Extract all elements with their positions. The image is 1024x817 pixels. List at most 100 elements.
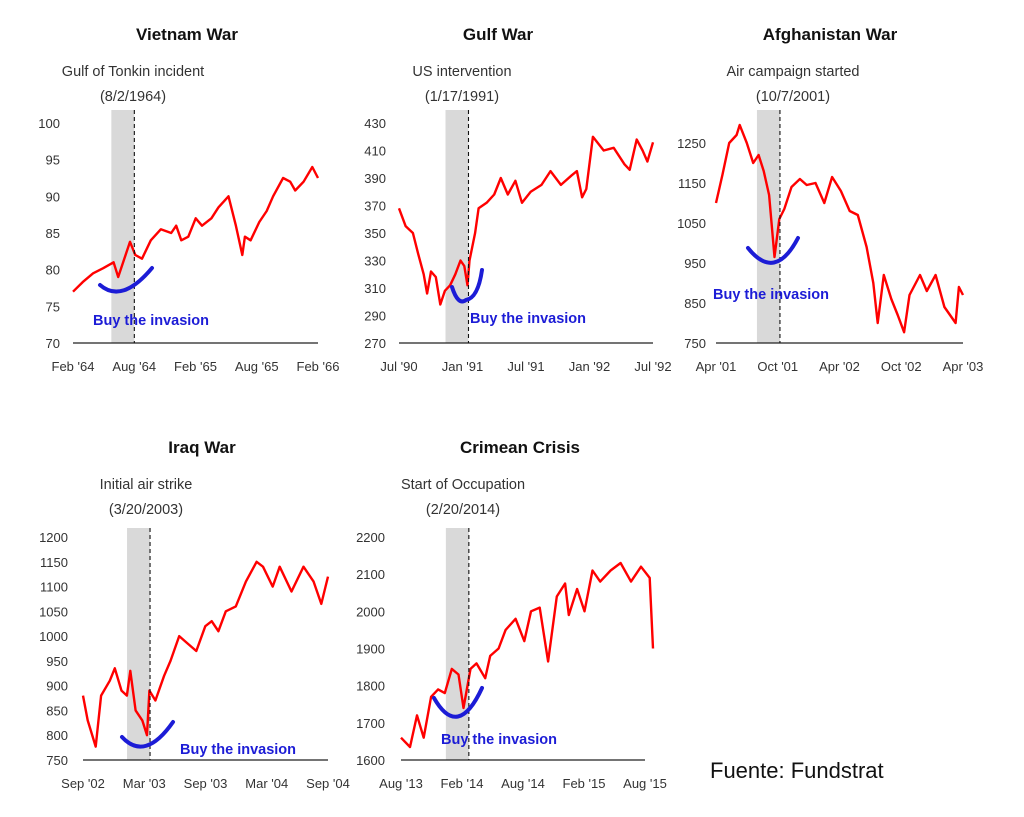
event-date-label: (8/2/1964) — [100, 89, 166, 105]
event-date-label: (3/20/2003) — [109, 502, 183, 518]
x-tick-label: Apr '01 — [696, 359, 737, 374]
x-tick-label: Jan '91 — [442, 359, 484, 374]
y-tick-label: 310 — [364, 281, 386, 296]
buy-the-invasion-label: Buy the invasion — [441, 732, 557, 748]
y-tick-label: 90 — [46, 189, 60, 204]
y-tick-label: 85 — [46, 226, 60, 241]
event-shade-band — [111, 110, 135, 343]
x-tick-label: Aug '14 — [501, 776, 545, 791]
x-tick-label: Feb '15 — [563, 776, 606, 791]
event-label: Start of Occupation — [401, 477, 525, 493]
y-tick-label: 1900 — [356, 642, 385, 657]
price-line — [397, 135, 655, 306]
x-tick-label: Aug '13 — [379, 776, 423, 791]
price-line — [714, 123, 965, 334]
y-tick-label: 750 — [684, 336, 706, 351]
event-label: Gulf of Tonkin incident — [62, 64, 204, 80]
chart-title: Gulf War — [463, 25, 534, 44]
y-tick-label: 2100 — [356, 567, 385, 582]
price-line — [81, 560, 330, 748]
y-tick-label: 2200 — [356, 530, 385, 545]
buy-the-invasion-label: Buy the invasion — [713, 287, 829, 303]
x-tick-label: Sep '04 — [306, 776, 350, 791]
y-tick-label: 430 — [364, 116, 386, 131]
buy-dip-arc — [98, 266, 154, 294]
buy-dip-arc — [450, 268, 484, 304]
event-shade-band — [445, 528, 469, 760]
chart-title: Vietnam War — [136, 25, 238, 44]
event-shade-band — [445, 110, 469, 343]
x-tick-label: Oct '01 — [757, 359, 798, 374]
x-tick-label: Jul '91 — [507, 359, 544, 374]
buy-dip-arc — [746, 236, 800, 265]
x-tick-label: Aug '15 — [623, 776, 667, 791]
y-tick-label: 1150 — [678, 176, 706, 191]
y-tick-label: 70 — [46, 336, 60, 351]
y-tick-label: 100 — [38, 116, 60, 131]
x-tick-label: Jul '90 — [380, 359, 417, 374]
x-tick-label: Jul '92 — [634, 359, 671, 374]
y-tick-label: 950 — [684, 256, 706, 271]
price-line — [72, 165, 320, 293]
event-shade-band — [127, 528, 151, 760]
x-tick-label: Feb '14 — [441, 776, 484, 791]
y-tick-label: 1800 — [356, 679, 385, 694]
y-tick-label: 800 — [46, 728, 68, 743]
y-tick-label: 1150 — [40, 555, 68, 570]
y-tick-label: 2000 — [356, 604, 385, 619]
chart-title: Iraq War — [168, 438, 236, 457]
event-label: US intervention — [412, 64, 511, 80]
y-tick-label: 750 — [46, 753, 68, 768]
event-date-label: (10/7/2001) — [756, 89, 830, 105]
y-tick-label: 410 — [364, 144, 386, 159]
x-tick-label: Feb '65 — [174, 359, 217, 374]
x-tick-label: Sep '03 — [184, 776, 228, 791]
event-date-label: (1/17/1991) — [425, 89, 499, 105]
y-tick-label: 95 — [46, 153, 60, 168]
event-label: Initial air strike — [100, 477, 193, 493]
x-tick-label: Feb '64 — [52, 359, 95, 374]
y-tick-label: 1600 — [356, 753, 385, 768]
buy-dip-arc — [120, 720, 175, 749]
x-tick-label: Aug '65 — [235, 359, 279, 374]
y-tick-label: 370 — [364, 199, 386, 214]
y-tick-label: 330 — [364, 254, 386, 269]
buy-dip-arc — [432, 686, 484, 719]
y-tick-label: 290 — [364, 309, 386, 324]
event-shade-band — [756, 110, 780, 343]
y-tick-label: 75 — [46, 299, 60, 314]
buy-the-invasion-label: Buy the invasion — [93, 313, 209, 329]
x-tick-label: Mar '04 — [245, 776, 288, 791]
y-tick-label: 390 — [364, 171, 386, 186]
price-line — [400, 561, 655, 749]
x-tick-label: Oct '02 — [881, 359, 922, 374]
buy-the-invasion-label: Buy the invasion — [470, 311, 586, 327]
event-label: Air campaign started — [727, 64, 860, 80]
x-tick-label: Sep '02 — [61, 776, 105, 791]
chart-title: Crimean Crisis — [460, 438, 580, 457]
y-tick-label: 1200 — [39, 530, 68, 545]
x-tick-label: Feb '66 — [297, 359, 340, 374]
x-tick-label: Mar '03 — [123, 776, 166, 791]
x-tick-label: Aug '64 — [112, 359, 156, 374]
y-tick-label: 850 — [684, 296, 706, 311]
y-tick-label: 270 — [364, 336, 386, 351]
event-date-label: (2/20/2014) — [426, 502, 500, 518]
y-tick-label: 80 — [46, 263, 60, 278]
chart-title: Afghanistan War — [763, 25, 898, 44]
y-tick-label: 950 — [46, 654, 68, 669]
y-tick-label: 1050 — [39, 604, 68, 619]
y-tick-label: 850 — [46, 703, 68, 718]
y-tick-label: 1250 — [677, 136, 706, 151]
y-tick-label: 900 — [46, 679, 68, 694]
y-tick-label: 1050 — [677, 216, 706, 231]
x-tick-label: Apr '03 — [943, 359, 984, 374]
y-tick-label: 350 — [364, 226, 386, 241]
y-tick-label: 1700 — [356, 716, 385, 731]
y-tick-label: 1000 — [39, 629, 68, 644]
buy-the-invasion-label: Buy the invasion — [180, 742, 296, 758]
y-tick-label: 1100 — [40, 580, 68, 595]
source-note: Fuente: Fundstrat — [710, 758, 884, 783]
